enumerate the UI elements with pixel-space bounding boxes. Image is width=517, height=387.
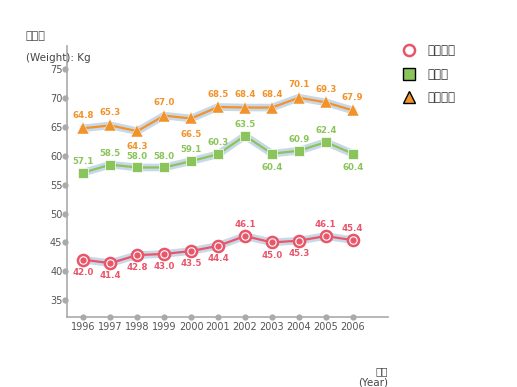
Text: 60.4: 60.4 bbox=[261, 163, 283, 172]
Text: 44.4: 44.4 bbox=[207, 254, 229, 263]
Text: 57.1: 57.1 bbox=[73, 157, 94, 166]
Text: 41.4: 41.4 bbox=[99, 272, 121, 281]
Text: 59.1: 59.1 bbox=[180, 145, 202, 154]
Text: 58.5: 58.5 bbox=[100, 149, 121, 158]
Text: 70.1: 70.1 bbox=[288, 80, 310, 89]
Text: 64.8: 64.8 bbox=[72, 111, 94, 120]
Text: 58.0: 58.0 bbox=[127, 152, 148, 161]
Text: 45.4: 45.4 bbox=[342, 224, 363, 233]
Text: 43.5: 43.5 bbox=[180, 259, 202, 269]
Text: 46.1: 46.1 bbox=[315, 220, 337, 229]
Text: 60.3: 60.3 bbox=[207, 138, 229, 147]
Text: 67.9: 67.9 bbox=[342, 93, 363, 102]
Text: 42.8: 42.8 bbox=[127, 264, 148, 272]
Text: 68.5: 68.5 bbox=[207, 90, 229, 99]
Text: 62.4: 62.4 bbox=[315, 126, 337, 135]
Text: 연도
(Year): 연도 (Year) bbox=[358, 366, 388, 387]
Legend: 초등학교, 중학교, 고등학교: 초등학교, 중학교, 고등학교 bbox=[397, 44, 455, 104]
Text: 43.0: 43.0 bbox=[154, 262, 175, 271]
Text: 63.5: 63.5 bbox=[234, 120, 255, 129]
Text: (Weight): Kg: (Weight): Kg bbox=[25, 53, 90, 63]
Text: 64.3: 64.3 bbox=[127, 142, 148, 151]
Text: 46.1: 46.1 bbox=[234, 220, 256, 229]
Text: 60.9: 60.9 bbox=[288, 135, 310, 144]
Text: 67.0: 67.0 bbox=[154, 98, 175, 107]
Text: 65.3: 65.3 bbox=[100, 108, 121, 117]
Text: 땸무게: 땸무게 bbox=[25, 31, 45, 41]
Text: 58.0: 58.0 bbox=[154, 152, 175, 161]
Text: 66.5: 66.5 bbox=[180, 130, 202, 139]
Text: 69.3: 69.3 bbox=[315, 85, 337, 94]
Text: 60.4: 60.4 bbox=[342, 163, 363, 172]
Text: 68.4: 68.4 bbox=[261, 90, 283, 99]
Text: 45.3: 45.3 bbox=[288, 249, 310, 258]
Text: 45.0: 45.0 bbox=[261, 251, 283, 260]
Text: 42.0: 42.0 bbox=[73, 268, 94, 277]
Text: 68.4: 68.4 bbox=[234, 90, 256, 99]
